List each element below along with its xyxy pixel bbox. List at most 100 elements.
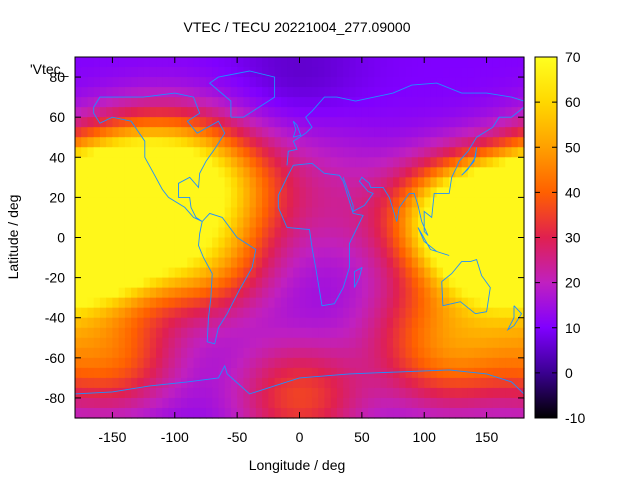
heatmap-cell: [124, 117, 132, 128]
heatmap-cell: [499, 387, 506, 399]
heatmap-cell: [262, 297, 269, 309]
heatmap-cell: [405, 397, 413, 409]
heatmap-cell: [461, 227, 469, 239]
heatmap-cell: [467, 157, 475, 168]
heatmap-cell: [181, 397, 188, 409]
heatmap-cell: [87, 107, 95, 118]
heatmap-cell: [243, 297, 251, 309]
heatmap-cell: [318, 337, 326, 349]
heatmap-cell: [199, 167, 207, 178]
heatmap-cell: [449, 137, 457, 148]
heatmap-cell: [442, 227, 450, 239]
heatmap-cell: [486, 57, 494, 68]
heatmap-cell: [417, 107, 425, 118]
heatmap-cell: [399, 167, 407, 178]
heatmap-cell: [355, 97, 363, 108]
heatmap-cell: [187, 217, 195, 229]
heatmap-cell: [243, 147, 251, 158]
heatmap-cell: [274, 387, 282, 399]
heatmap-cell: [492, 77, 500, 88]
heatmap-cell: [143, 117, 151, 128]
heatmap-cell: [99, 137, 107, 148]
heatmap-cell: [330, 207, 338, 219]
heatmap-cell: [311, 337, 319, 349]
heatmap-cell: [511, 407, 519, 419]
heatmap-cell: [405, 197, 413, 209]
heatmap-cell: [293, 387, 301, 399]
heatmap-cell: [106, 77, 114, 88]
heatmap-cell: [149, 287, 157, 299]
heatmap-cell: [99, 87, 107, 98]
heatmap-cell: [455, 57, 463, 68]
heatmap-cell: [405, 277, 413, 289]
heatmap-cell: [361, 257, 369, 269]
heatmap-cell: [249, 57, 257, 68]
heatmap-cell: [131, 357, 138, 369]
heatmap-cell: [149, 247, 157, 259]
heatmap-cell: [393, 87, 400, 98]
heatmap-cell: [224, 117, 232, 128]
heatmap-cell: [505, 157, 513, 168]
heatmap-cell: [436, 147, 444, 158]
heatmap-cell: [268, 97, 276, 108]
heatmap-cell: [106, 327, 114, 339]
heatmap-cell: [274, 397, 282, 409]
heatmap-cell: [361, 287, 369, 299]
heatmap-cell: [75, 177, 82, 188]
heatmap-cell: [436, 377, 444, 389]
heatmap-cell: [436, 177, 444, 188]
heatmap-cell: [106, 267, 114, 279]
heatmap-cell: [293, 197, 301, 209]
heatmap-cell: [93, 247, 101, 259]
heatmap-cell: [511, 367, 519, 379]
heatmap-cell: [187, 157, 195, 168]
heatmap-cell: [349, 287, 357, 299]
heatmap-cell: [199, 67, 207, 78]
heatmap-cell: [361, 347, 369, 359]
heatmap-cell: [461, 77, 469, 88]
heatmap-cell: [318, 67, 326, 78]
heatmap-cell: [343, 357, 350, 369]
heatmap-cell: [75, 217, 82, 229]
heatmap-cell: [511, 227, 519, 239]
heatmap-cell: [336, 147, 344, 158]
heatmap-cell: [393, 297, 400, 309]
heatmap-cell: [368, 67, 375, 78]
heatmap-cell: [230, 107, 238, 118]
heatmap-cell: [280, 57, 288, 68]
heatmap-cell: [280, 337, 288, 349]
heatmap-cell: [149, 117, 157, 128]
heatmap-cell: [442, 67, 450, 78]
heatmap-cell: [131, 287, 138, 299]
heatmap-cell: [492, 67, 500, 78]
heatmap-cell: [230, 137, 238, 148]
heatmap-cell: [430, 337, 438, 349]
heatmap-cell: [193, 187, 201, 198]
heatmap-cell: [361, 57, 369, 68]
heatmap-cell: [237, 107, 244, 118]
heatmap-cell: [212, 77, 220, 88]
heatmap-cell: [81, 267, 89, 279]
heatmap-cell: [505, 327, 513, 339]
heatmap-cell: [299, 207, 307, 219]
heatmap-cell: [137, 227, 145, 239]
heatmap-cell: [517, 237, 525, 249]
heatmap-cell: [280, 127, 288, 138]
heatmap-cell: [299, 137, 307, 148]
heatmap-cell: [480, 407, 488, 419]
heatmap-cell: [205, 397, 213, 409]
heatmap-cell: [199, 77, 207, 88]
heatmap-cell: [187, 127, 195, 138]
heatmap-cell: [143, 57, 151, 68]
heatmap-cell: [386, 127, 394, 138]
heatmap-cell: [243, 127, 251, 138]
heatmap-cell: [149, 57, 157, 68]
heatmap-cell: [449, 67, 457, 78]
heatmap-cell: [442, 257, 450, 269]
heatmap-cell: [324, 127, 332, 138]
heatmap-cell: [75, 227, 82, 239]
heatmap-cell: [243, 57, 251, 68]
heatmap-cell: [405, 257, 413, 269]
heatmap-cell: [486, 207, 494, 219]
heatmap-cell: [162, 67, 170, 78]
